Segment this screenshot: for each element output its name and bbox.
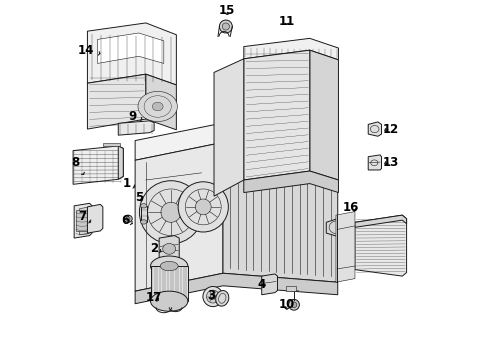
Polygon shape xyxy=(73,146,123,184)
Ellipse shape xyxy=(210,294,215,299)
Polygon shape xyxy=(367,155,381,170)
Ellipse shape xyxy=(138,91,177,122)
Polygon shape xyxy=(74,203,92,238)
Polygon shape xyxy=(118,146,123,179)
Polygon shape xyxy=(309,50,338,180)
Bar xyxy=(76,211,87,231)
Ellipse shape xyxy=(290,302,296,308)
Polygon shape xyxy=(80,207,89,235)
Text: 2: 2 xyxy=(150,242,161,255)
Polygon shape xyxy=(214,59,244,196)
Bar xyxy=(285,286,296,291)
Polygon shape xyxy=(367,122,381,136)
Ellipse shape xyxy=(178,182,228,232)
Text: 14: 14 xyxy=(78,44,100,57)
Text: 9: 9 xyxy=(128,110,142,123)
Text: 7: 7 xyxy=(78,210,90,223)
Text: 13: 13 xyxy=(382,156,398,169)
Polygon shape xyxy=(87,204,102,233)
Text: 16: 16 xyxy=(343,202,359,215)
Ellipse shape xyxy=(215,291,228,306)
Polygon shape xyxy=(261,274,277,295)
Ellipse shape xyxy=(140,204,147,208)
Polygon shape xyxy=(87,74,145,129)
Text: 8: 8 xyxy=(71,156,84,174)
Text: 17: 17 xyxy=(146,291,162,304)
Polygon shape xyxy=(135,123,337,160)
Ellipse shape xyxy=(150,256,187,276)
Ellipse shape xyxy=(150,291,187,311)
Text: 4: 4 xyxy=(257,278,265,291)
Polygon shape xyxy=(135,142,223,291)
Polygon shape xyxy=(335,212,354,282)
Bar xyxy=(140,206,147,222)
Text: 3: 3 xyxy=(207,289,215,302)
Polygon shape xyxy=(325,218,351,237)
Text: 5: 5 xyxy=(134,191,142,204)
Ellipse shape xyxy=(195,199,211,215)
Ellipse shape xyxy=(160,261,178,271)
Polygon shape xyxy=(145,74,176,130)
Ellipse shape xyxy=(203,287,223,307)
Polygon shape xyxy=(159,235,179,262)
Polygon shape xyxy=(150,266,187,301)
Ellipse shape xyxy=(206,290,219,303)
Ellipse shape xyxy=(222,23,229,30)
Ellipse shape xyxy=(125,217,130,221)
Ellipse shape xyxy=(139,181,202,244)
Bar xyxy=(102,143,120,146)
Ellipse shape xyxy=(161,202,181,222)
Text: 1: 1 xyxy=(122,177,134,190)
Text: 12: 12 xyxy=(382,123,398,136)
Ellipse shape xyxy=(123,215,132,222)
Text: 10: 10 xyxy=(278,298,294,311)
Polygon shape xyxy=(135,273,337,304)
Polygon shape xyxy=(223,142,337,282)
Polygon shape xyxy=(244,50,309,180)
Polygon shape xyxy=(87,23,176,85)
Ellipse shape xyxy=(219,20,232,33)
Polygon shape xyxy=(118,121,154,135)
Ellipse shape xyxy=(152,102,163,111)
Text: 15: 15 xyxy=(219,4,235,17)
Text: 11: 11 xyxy=(278,15,294,28)
Ellipse shape xyxy=(288,300,299,310)
Polygon shape xyxy=(244,39,338,60)
Ellipse shape xyxy=(140,220,147,224)
Text: 6: 6 xyxy=(121,214,132,227)
Polygon shape xyxy=(354,215,406,276)
Polygon shape xyxy=(244,171,338,193)
Polygon shape xyxy=(97,33,163,63)
Ellipse shape xyxy=(163,243,175,254)
Polygon shape xyxy=(354,215,406,227)
